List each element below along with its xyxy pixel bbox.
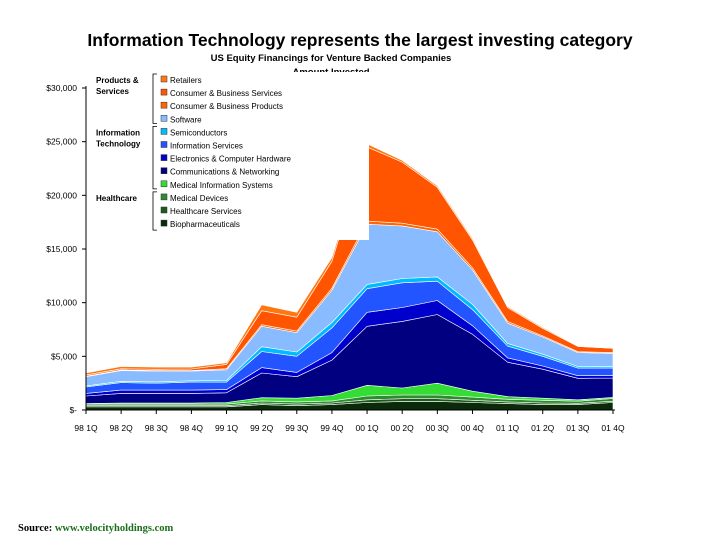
- slide-title: Information Technology represents the la…: [87, 30, 633, 50]
- x-tick-label: 01 4Q: [601, 423, 625, 433]
- legend-swatch-semiconductors: [160, 128, 168, 135]
- legend-label-biopharmaceuticals: Biopharmaceuticals: [170, 220, 240, 229]
- y-tick-label: $25,000: [46, 137, 77, 147]
- legend-swatch-medical-information-systems: [160, 180, 168, 188]
- y-tick-label: $-: [69, 405, 77, 415]
- x-tick-label: 99 4Q: [320, 423, 344, 433]
- x-tick-label: 98 2Q: [110, 423, 134, 433]
- legend-label-consumer-business-services: Consumer & Business Services: [170, 89, 282, 98]
- legend-background: [157, 72, 369, 240]
- legend-swatch-biopharmaceuticals: [160, 219, 168, 227]
- x-tick-label: 00 1Q: [355, 423, 379, 433]
- legend-label-semiconductors: Semiconductors: [170, 128, 227, 137]
- x-tick-label: 01 1Q: [496, 423, 520, 433]
- legend-swatch-information-services: [160, 141, 168, 148]
- y-tick-label: $10,000: [46, 298, 77, 308]
- source-label: Source:: [18, 523, 53, 534]
- y-axis: $- $5,000 $10,000 $15,000 $20,000 $25,000 $30,…: [46, 83, 87, 415]
- legend-label-electronics-computer-hardware: Electronics & Computer Hardware: [170, 155, 291, 164]
- legend-swatch-consumer-business-services: [160, 88, 168, 96]
- chart-title: US Equity Financings for Venture Backed …: [211, 53, 452, 64]
- legend-group-label: Information Technology: [96, 128, 141, 148]
- area-layers: [85, 143, 614, 411]
- x-tick-label: 98 3Q: [145, 423, 169, 433]
- legend-label-software: Software: [170, 115, 202, 124]
- legend-swatch-medical-devices: [160, 193, 168, 201]
- legend-group-bracket: [152, 73, 157, 124]
- x-tick-label: 98 4Q: [180, 423, 204, 433]
- legend-label-consumer-business-products: Consumer & Business Products: [170, 102, 283, 111]
- legend-label-communications-networking: Communications & Networking: [170, 168, 279, 177]
- legend-label-medical-devices: Medical Devices: [170, 194, 228, 203]
- legend-swatch-healthcare-services: [160, 206, 168, 214]
- y-tick-label: $5,000: [51, 351, 77, 361]
- y-tick-label: $30,000: [46, 83, 77, 93]
- legend-group-label: Products & Services: [96, 76, 139, 96]
- y-tick-label: $15,000: [46, 244, 77, 254]
- x-tick-label: 98 1Q: [74, 423, 98, 433]
- x-tick-label: 99 2Q: [250, 423, 274, 433]
- legend-swatch-communications-networking: [160, 167, 168, 174]
- legend-swatch-consumer-business-products: [160, 101, 168, 109]
- legend: Retailers Consumer & Business Services Con…: [157, 72, 369, 240]
- y-tick-label: $20,000: [46, 190, 77, 200]
- legend-label-medical-information-systems: Medical Information Systems: [170, 181, 273, 190]
- legend-swatch-software: [160, 115, 168, 122]
- legend-label-information-services: Information Services: [170, 142, 243, 151]
- x-tick-label: 01 2Q: [531, 423, 555, 433]
- legend-group-labels: Products & Services Information Technology H…: [96, 73, 157, 231]
- x-tick-label: 00 2Q: [391, 423, 415, 433]
- area-retailers: [85, 143, 614, 376]
- legend-group-label: Healthcare: [96, 194, 137, 203]
- x-tick-label: 99 1Q: [215, 423, 239, 433]
- source-note: Source: www.velocityholdings.com: [18, 523, 173, 534]
- legend-swatch-electronics-computer-hardware: [160, 154, 168, 161]
- x-tick-label: 00 3Q: [426, 423, 450, 433]
- x-axis: 98 1Q 98 2Q 98 3Q 98 4Q 99 1Q 99 2Q 99 3Q 99 4Q…: [74, 409, 625, 433]
- legend-group-bracket: [152, 126, 157, 190]
- x-tick-label: 01 3Q: [566, 423, 590, 433]
- legend-group-bracket: [152, 191, 157, 231]
- legend-swatch-retailers: [160, 75, 168, 83]
- legend-label-retailers: Retailers: [170, 76, 202, 85]
- source-url: www.velocityholdings.com: [54, 523, 174, 534]
- legend-label-healthcare-services: Healthcare Services: [170, 207, 242, 216]
- x-tick-label: 00 4Q: [461, 423, 485, 433]
- x-tick-label: 99 3Q: [285, 423, 309, 433]
